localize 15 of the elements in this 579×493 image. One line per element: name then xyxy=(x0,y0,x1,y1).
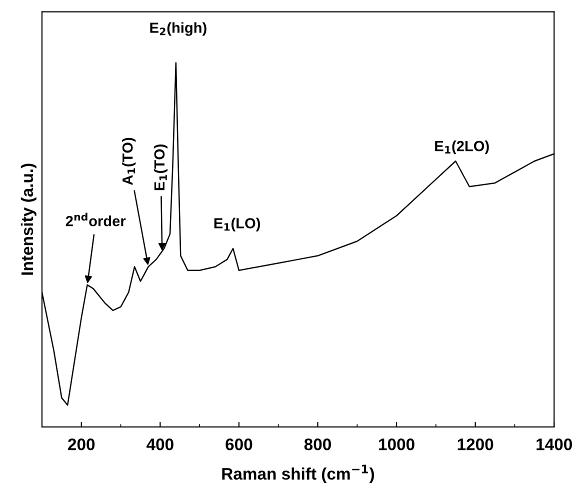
x-tick-label: 800 xyxy=(304,438,331,450)
annotation: E$_{1}$(LO) xyxy=(214,218,260,232)
x-tick-label: 600 xyxy=(226,438,252,450)
annotation: E$_{1}$(2LO) xyxy=(435,140,489,154)
y-axis-title: Intensity (a.u.) xyxy=(20,164,36,275)
annotation: A$_{1}$(TO) xyxy=(122,138,136,185)
x-tick-label: 200 xyxy=(68,438,95,450)
text: E$_{2}$(high) xyxy=(150,22,206,36)
x-tick-label: 400 xyxy=(146,438,174,450)
x-tick-label: 1200 xyxy=(458,438,494,450)
x-tick-label: 1400 xyxy=(536,438,572,450)
x-tick-label: 1000 xyxy=(379,438,414,450)
annotation: E$_{1}$(TO) xyxy=(154,144,168,190)
annotation: 2$^{nd}$order xyxy=(66,212,126,226)
x-axis-title: Raman shift (cm$^{−1}$) xyxy=(222,464,374,484)
